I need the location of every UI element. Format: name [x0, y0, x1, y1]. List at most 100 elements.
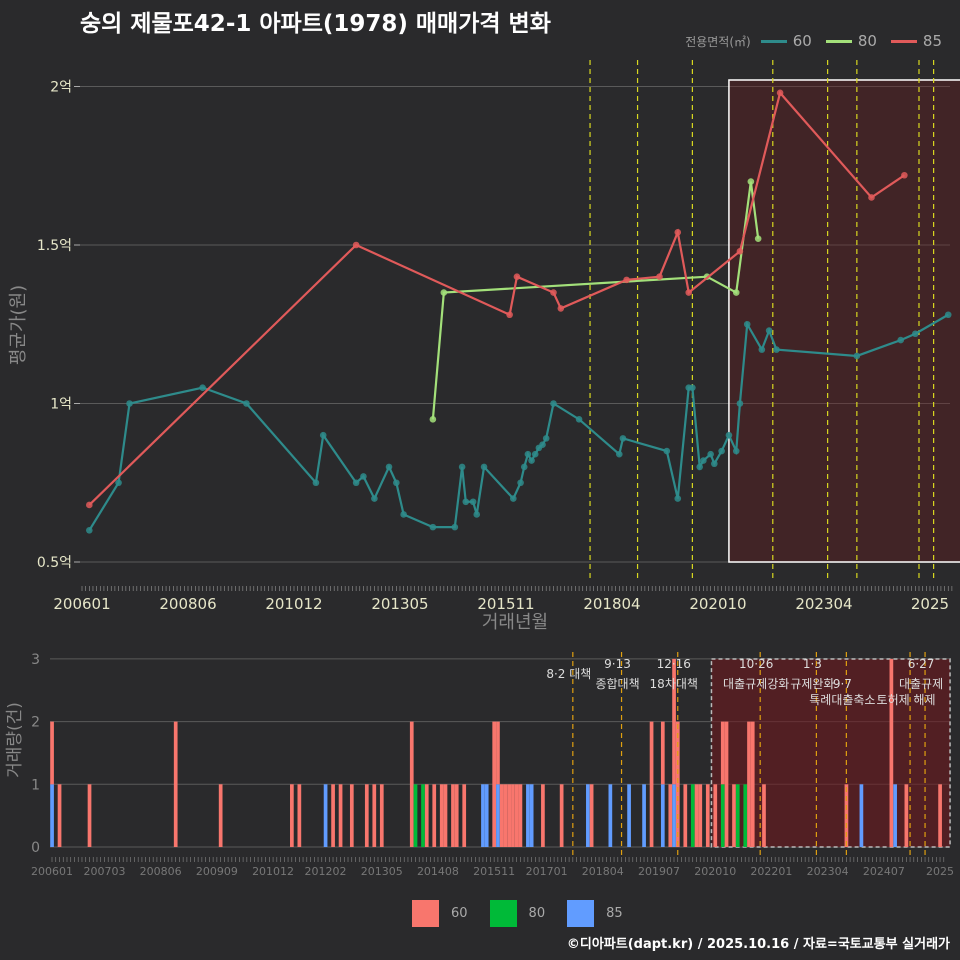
volume-x-tick-label: 201804 — [582, 865, 624, 878]
legend-label-60: 60 — [792, 32, 812, 50]
data-point-60 — [725, 431, 733, 439]
data-point-80 — [440, 289, 448, 296]
data-point-60 — [575, 416, 583, 423]
volume-bar-60 — [672, 658, 676, 785]
data-point-60 — [700, 457, 707, 464]
volume-y-tick-label: 1 — [31, 777, 40, 793]
volume-y-axis-title: 거래량(건) — [5, 702, 25, 778]
volume-x-tick-label: 201511 — [473, 865, 515, 878]
policy-name-label: 18차대책 — [650, 676, 698, 691]
policy-date-label: 9·7 — [833, 677, 852, 691]
policy-date-label: 1·3 — [803, 657, 822, 671]
volume-bar-85 — [608, 784, 613, 847]
policy-date-label: 10·26 — [739, 657, 773, 671]
volume-bar-85 — [642, 784, 646, 847]
data-point-85 — [506, 311, 513, 319]
policy-name-label: 토허제 해제 — [877, 693, 936, 707]
data-point-60 — [528, 457, 535, 464]
data-point-80 — [747, 178, 755, 185]
volume-bar-60 — [451, 784, 455, 847]
volume-bar-85 — [496, 784, 500, 847]
volume-x-tick-label: 201408 — [417, 865, 459, 878]
x-tick-label: 202304 — [795, 595, 852, 613]
volume-bar-60 — [541, 784, 545, 847]
data-point-60 — [385, 463, 393, 471]
volume-bar-60 — [518, 784, 523, 847]
volume-x-tick-label: 201305 — [361, 865, 403, 878]
footer-credit: ©디아파트(dapt.kr) / 2025.10.16 / 자료=국토교통부 실… — [566, 937, 950, 952]
chart-title: 숭의 제물포42-1 아파트(1978) 매매가격 변화 — [80, 11, 551, 37]
data-point-60 — [86, 527, 93, 534]
data-point-60 — [531, 450, 539, 458]
volume-bar-60 — [432, 784, 437, 847]
volume-bar-60 — [732, 784, 736, 847]
volume-bar-60 — [331, 784, 335, 847]
data-point-60 — [663, 447, 671, 455]
volume-bar-60 — [409, 721, 414, 847]
volume-bar-60 — [424, 784, 429, 847]
data-point-85 — [352, 241, 360, 249]
policy-date-label: 9·13 — [604, 657, 631, 671]
volume-bar-60 — [364, 784, 369, 847]
volume-bar-85 — [627, 784, 631, 847]
data-point-85 — [868, 194, 875, 201]
volume-bar-60 — [904, 784, 909, 847]
volume-x-tick-label: 200703 — [83, 865, 125, 878]
data-point-60 — [743, 320, 751, 328]
volume-bar-60 — [492, 721, 497, 847]
data-point-60 — [711, 460, 718, 468]
volume-bar-85 — [526, 784, 530, 847]
volume-bar-60 — [668, 784, 673, 847]
data-point-60 — [473, 511, 481, 518]
volume-x-tick-label: 200909 — [196, 865, 238, 878]
volume-x-tick-label: 201012 — [252, 865, 294, 878]
volume-legend-swatch-60 — [412, 900, 439, 927]
volume-bar-60 — [439, 784, 444, 847]
volume-bar-85 — [50, 784, 54, 847]
volume-bar-60 — [694, 784, 699, 847]
data-point-60 — [319, 431, 327, 439]
highlight-region — [728, 79, 960, 563]
volume-bar-85 — [660, 784, 665, 847]
data-point-85 — [623, 276, 630, 284]
data-point-60 — [732, 447, 740, 455]
volume-bar-85 — [323, 784, 328, 847]
volume-bar-85 — [859, 784, 864, 847]
data-point-60 — [615, 450, 623, 458]
data-point-60 — [352, 479, 360, 487]
volume-bar-60 — [349, 784, 354, 847]
data-point-60 — [758, 346, 766, 353]
data-point-60 — [393, 479, 400, 487]
data-point-85 — [656, 273, 663, 281]
data-point-60 — [619, 435, 627, 442]
x-tick-label: 201305 — [371, 595, 428, 613]
volume-bar-60 — [173, 721, 178, 847]
y-axis-title: 평균가(원) — [8, 285, 29, 365]
volume-bar-60 — [503, 784, 508, 847]
data-point-60 — [429, 523, 437, 531]
data-point-85 — [674, 229, 682, 236]
volume-x-tick-label: 200601 — [31, 865, 73, 878]
data-point-60 — [707, 450, 714, 458]
volume-bar-80 — [413, 784, 418, 847]
volume-bar-85 — [586, 784, 590, 847]
volume-x-tick-label: 201701 — [526, 865, 568, 878]
data-point-80 — [754, 235, 762, 242]
volume-bar-60 — [747, 721, 751, 847]
volume-y-tick-label: 0 — [31, 840, 40, 856]
volume-bar-60 — [750, 721, 755, 847]
volume-bar-80 — [735, 784, 740, 847]
data-point-60 — [469, 498, 477, 506]
data-point-60 — [912, 330, 919, 338]
volume-bar-60 — [649, 721, 654, 847]
policy-name-label: 대출규제 — [899, 677, 943, 691]
policy-date-label: 8·2 대책 — [546, 666, 591, 681]
volume-bar-80 — [743, 784, 748, 847]
legend-swatch-60 — [760, 39, 787, 43]
legend-label-80: 80 — [857, 32, 877, 50]
x-tick-label: 201012 — [265, 595, 322, 613]
data-point-60 — [312, 479, 320, 487]
volume-bar-60 — [87, 784, 92, 847]
data-point-60 — [696, 463, 703, 471]
